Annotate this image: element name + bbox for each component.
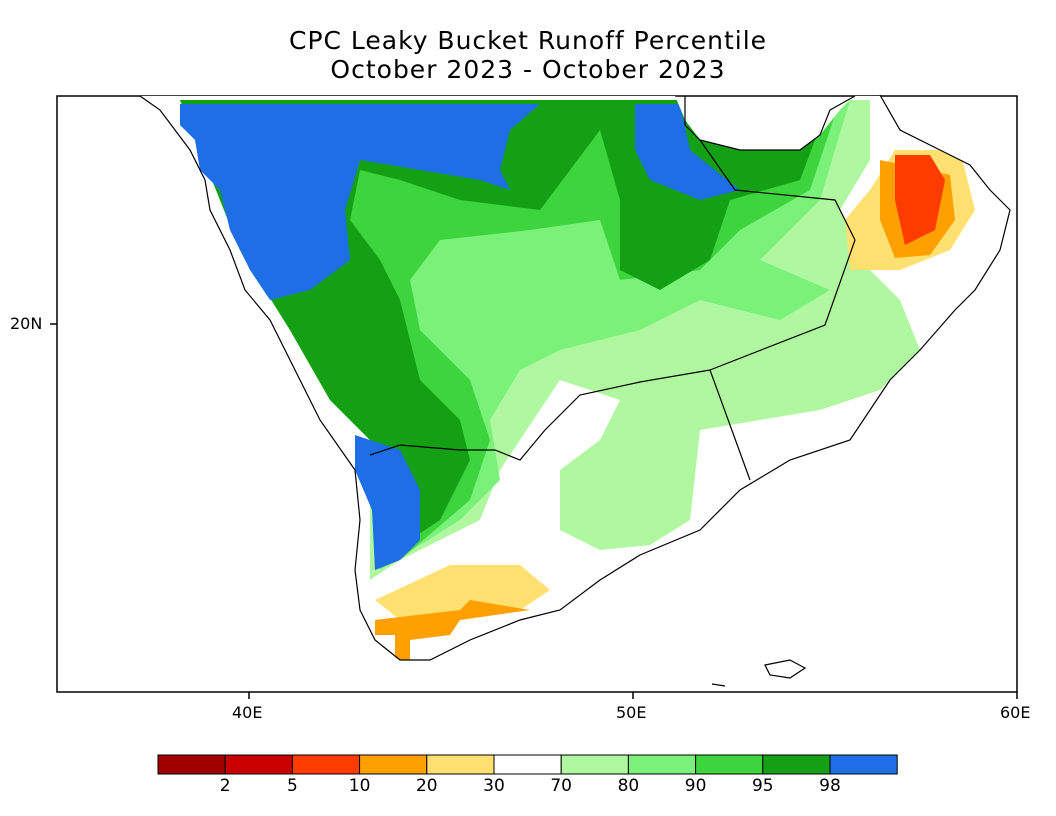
- island-socotra: [764, 659, 807, 679]
- x-tick-label-60e: 60E: [1000, 703, 1031, 722]
- x-tick-label-50e: 50E: [616, 703, 647, 722]
- legend-label: 90: [684, 776, 707, 796]
- coastlines-borders: [139, 94, 1011, 687]
- legend-label: 70: [550, 776, 572, 796]
- legend-label: 5: [286, 776, 298, 796]
- y-tick-label-20n: 20N: [10, 314, 43, 333]
- legend-swatch: [627, 754, 697, 775]
- region-10-20-south: [375, 600, 530, 660]
- coastline: [139, 94, 1011, 661]
- region-above-98: [180, 104, 540, 300]
- region-above-98-north: [635, 104, 740, 200]
- axis-ticks: [50, 323, 1018, 699]
- legend-swatch: [224, 754, 293, 775]
- x-tick-label-40e: 40E: [232, 703, 263, 722]
- legend-swatch: [493, 754, 562, 775]
- border-yemen-oman: [709, 369, 751, 481]
- legend-swatch: [291, 754, 361, 775]
- border-south: [369, 369, 711, 461]
- legend-label: 30: [483, 776, 505, 796]
- legend-swatch: [762, 754, 831, 775]
- legend-swatch: [560, 754, 629, 775]
- legend-label: 98: [819, 776, 841, 796]
- gulf-coast: [684, 95, 856, 151]
- legend-label: 95: [751, 776, 774, 796]
- island-small: [711, 683, 726, 687]
- region-5-10-east: [895, 155, 945, 245]
- legend-swatch: [359, 754, 428, 775]
- legend-swatch: [695, 754, 764, 775]
- region-above-98-west: [355, 435, 420, 570]
- legend-label: 20: [415, 776, 438, 796]
- legend-label: 2: [219, 776, 231, 796]
- border-north: [699, 139, 856, 241]
- border-east: [709, 239, 856, 371]
- legend-swatch: [829, 754, 898, 775]
- legend-label: 10: [348, 776, 371, 796]
- map-title-line2: October 2023 - October 2023: [330, 55, 726, 84]
- map-title-line1: CPC Leaky Bucket Runoff Percentile: [288, 26, 768, 55]
- legend-label: 80: [617, 776, 640, 796]
- legend-swatch: [426, 754, 495, 775]
- legend-colorbar: [157, 754, 898, 775]
- legend-swatch: [157, 754, 226, 775]
